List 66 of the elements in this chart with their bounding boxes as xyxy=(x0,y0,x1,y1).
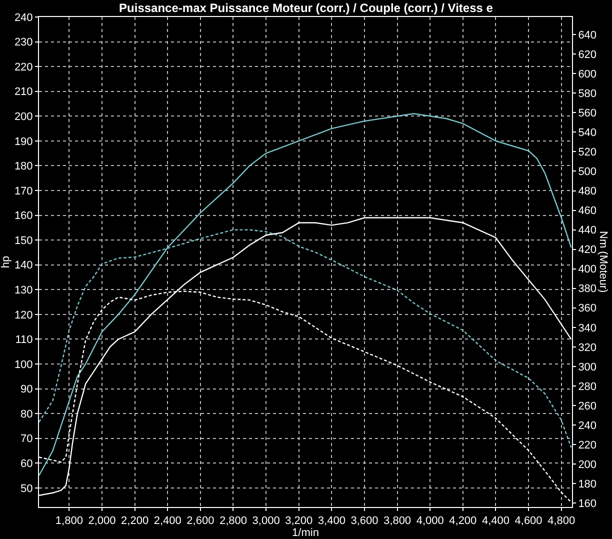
y2-tick-label: 560 xyxy=(578,108,597,120)
x-tick-label: 4,200 xyxy=(449,515,477,528)
y2-tick-label: 280 xyxy=(578,380,597,393)
y2-tick-label: 440 xyxy=(578,224,597,237)
x-tick-label: 2,800 xyxy=(219,515,248,528)
y-tick-label: 190 xyxy=(14,136,33,148)
x-tick-label: 3,400 xyxy=(318,515,346,528)
x-tick-label: 4,400 xyxy=(482,515,510,528)
y-tick-label: 140 xyxy=(14,260,33,272)
x-tick-label: 1,800 xyxy=(55,515,83,528)
y2-tick-label: 200 xyxy=(578,458,597,471)
y-tick-label: 220 xyxy=(14,61,33,74)
y-tick-label: 100 xyxy=(14,358,33,371)
y2-tick-label: 300 xyxy=(578,361,597,374)
y-tick-label: 70 xyxy=(20,433,33,446)
y2-tick-label: 420 xyxy=(578,244,597,256)
y2-tick-label: 640 xyxy=(578,29,597,42)
y-tick-label: 180 xyxy=(14,160,33,173)
y2-tick-label: 380 xyxy=(578,283,597,296)
y2-tick-label: 220 xyxy=(578,439,597,452)
y-tick-label: 120 xyxy=(14,309,33,322)
line-series xyxy=(39,113,572,476)
y-tick-label: 210 xyxy=(14,86,33,98)
y2-tick-label: 180 xyxy=(578,478,597,490)
x-tick-label: 2,600 xyxy=(186,515,214,528)
y2-tick-label: 500 xyxy=(578,166,597,178)
y-tick-label: 170 xyxy=(14,185,33,198)
y-tick-label: 60 xyxy=(20,458,33,470)
y-tick-label: 130 xyxy=(14,284,33,296)
x-tick-label: 3,000 xyxy=(252,515,280,528)
y-tick-label: 50 xyxy=(20,482,33,495)
y2-axis-title: Nm (Moteur) xyxy=(597,231,609,293)
y-tick-label: 90 xyxy=(20,384,33,396)
x-tick-label: 4,800 xyxy=(548,515,576,528)
y2-tick-label: 540 xyxy=(578,127,597,140)
y2-tick-label: 480 xyxy=(578,186,597,198)
y-tick-label: 200 xyxy=(14,110,33,123)
x-tick-label: 4,000 xyxy=(416,515,444,528)
y2-tick-label: 160 xyxy=(578,498,597,510)
y-tick-label: 230 xyxy=(14,36,33,49)
x-axis-title: 1/min xyxy=(292,527,319,539)
y2-tick-label: 620 xyxy=(578,48,597,61)
x-tick-label: 2,400 xyxy=(154,515,182,528)
y-tick-label: 110 xyxy=(15,334,33,346)
y2-tick-label: 520 xyxy=(578,146,597,159)
y-tick-label: 160 xyxy=(14,210,33,222)
y-axis-title: hp xyxy=(0,256,12,268)
y-tick-label: 240 xyxy=(14,12,33,24)
y2-tick-label: 260 xyxy=(578,400,597,412)
y2-tick-label: 360 xyxy=(578,302,597,315)
y-tick-label: 80 xyxy=(20,408,33,420)
x-tick-label: 2,200 xyxy=(121,515,149,528)
x-tick-label: 3,200 xyxy=(285,515,313,528)
x-tick-label: 2,000 xyxy=(88,515,116,528)
x-tick-label: 3,600 xyxy=(350,515,378,528)
y2-tick-label: 580 xyxy=(578,88,597,100)
chart-title: Puissance-max Puissance Moteur (corr.) / Couple (corr.) / Vitess e xyxy=(119,1,494,16)
y2-tick-label: 600 xyxy=(578,68,597,80)
y2-tick-label: 320 xyxy=(578,342,597,354)
y2-tick-label: 340 xyxy=(578,322,597,334)
y-tick-label: 150 xyxy=(14,234,33,247)
x-tick-label: 3,800 xyxy=(384,515,412,528)
x-tick-label: 4,600 xyxy=(514,515,542,528)
y2-tick-label: 240 xyxy=(578,420,597,432)
y2-tick-label: 400 xyxy=(578,264,597,276)
y2-tick-label: 460 xyxy=(578,205,597,218)
